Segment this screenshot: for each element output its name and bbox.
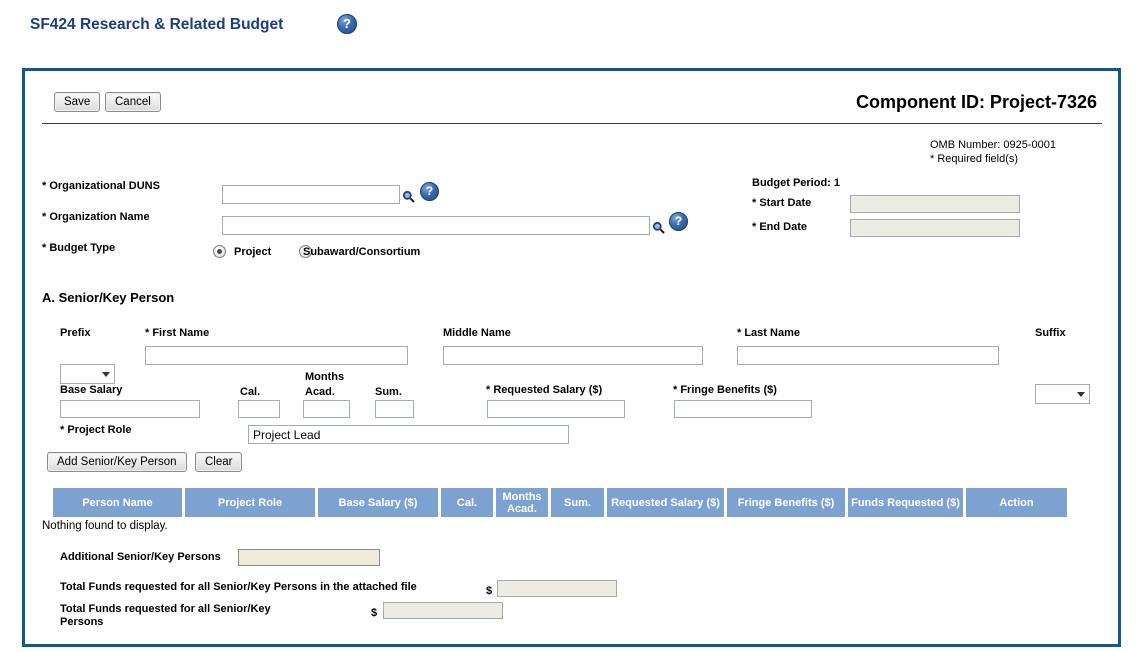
budget-type-radio-project[interactable] (213, 245, 226, 258)
end-date-label: * End Date (752, 221, 808, 233)
months-label: Months (305, 371, 345, 383)
acad-months-input[interactable] (303, 400, 350, 418)
chevron-down-icon (102, 372, 110, 377)
attached-total-currency: $ (486, 585, 493, 597)
start-date-input (850, 195, 1020, 213)
column-header[interactable]: Project Role (185, 488, 315, 517)
duns-search-icon[interactable] (402, 190, 416, 209)
org-name-label: * Organization Name (42, 211, 150, 223)
chevron-down-icon (1077, 392, 1085, 397)
empty-table-message: Nothing found to display. (42, 520, 168, 532)
component-id: Component ID: Project-7326 (855, 92, 1097, 112)
budget-type-option-project[interactable]: Project (234, 246, 272, 258)
suffix-label: Suffix (1035, 327, 1066, 339)
project-role-label: * Project Role (60, 424, 132, 436)
add-senior-key-person-button[interactable]: Add Senior/Key Person (47, 452, 187, 472)
fringe-benefits-input[interactable] (674, 400, 812, 418)
last-name-label: * Last Name (737, 327, 800, 339)
column-header[interactable]: Requested Salary ($) (607, 488, 724, 517)
duns-help-icon[interactable]: ? (420, 182, 439, 201)
requested-salary-input[interactable] (487, 400, 625, 418)
prefix-select[interactable] (60, 364, 115, 384)
cal-months-input[interactable] (238, 400, 280, 418)
overall-total-currency: $ (371, 607, 378, 619)
page-title: SF424 Research & Related Budget (30, 16, 284, 33)
column-header[interactable]: Sum. (551, 488, 604, 517)
budget-type-option-subaward[interactable]: Subaward/Consortium (303, 246, 421, 258)
budget-type-label: * Budget Type (42, 242, 116, 254)
org-name-input[interactable] (222, 216, 650, 235)
first-name-label: * First Name (145, 327, 210, 339)
end-date-input (850, 219, 1020, 237)
overall-total-input (383, 602, 503, 619)
org-duns-input[interactable] (222, 185, 400, 204)
project-role-input[interactable] (248, 425, 569, 444)
section-a-heading: A. Senior/Key Person (42, 290, 175, 305)
middle-name-input[interactable] (443, 346, 703, 365)
save-button[interactable]: Save (54, 92, 101, 112)
column-header[interactable]: Months Acad. (496, 488, 548, 517)
fringe-benefits-label: * Fringe Benefits ($) (673, 384, 777, 396)
column-header[interactable]: Funds Requested ($) (848, 488, 963, 517)
clear-button[interactable]: Clear (195, 452, 243, 472)
column-header[interactable]: Base Salary ($) (318, 488, 438, 517)
org-name-search-icon[interactable] (652, 221, 666, 240)
first-name-input[interactable] (145, 346, 408, 365)
additional-persons-attachment-field[interactable] (238, 549, 380, 566)
middle-name-label: Middle Name (443, 327, 511, 339)
org-duns-label: * Organizational DUNS (42, 180, 160, 192)
attached-total-input (497, 580, 617, 597)
header-divider (42, 123, 1102, 124)
column-header[interactable]: Cal. (441, 488, 493, 517)
additional-persons-label: Additional Senior/Key Persons (60, 551, 221, 563)
sum-months-input[interactable] (375, 400, 414, 418)
acad-label: Acad. (305, 386, 335, 398)
sum-label: Sum. (375, 386, 402, 398)
base-salary-input[interactable] (60, 400, 200, 418)
suffix-select[interactable] (1035, 384, 1090, 404)
column-header[interactable]: Person Name (53, 488, 182, 517)
base-salary-label: Base Salary (60, 384, 123, 396)
column-header[interactable]: Action (966, 488, 1067, 517)
overall-total-label: Total Funds requested for all Senior/Key… (60, 603, 271, 628)
requested-salary-label: * Requested Salary ($) (486, 384, 603, 396)
column-header[interactable]: Fringe Benefits ($) (727, 488, 845, 517)
omb-number: OMB Number: 0925-0001 (930, 139, 1056, 151)
budget-type-radio-subaward[interactable] (299, 245, 313, 258)
results-table-header: Person Name Project Role Base Salary ($) Ca… (53, 488, 1067, 517)
required-note: * Required field(s) (930, 153, 1019, 165)
cal-label: Cal. (240, 386, 261, 398)
start-date-label: * Start Date (752, 197, 812, 209)
page-help-icon[interactable]: ? (337, 14, 357, 34)
cancel-button[interactable]: Cancel (105, 92, 161, 112)
org-name-help-icon[interactable]: ? (669, 212, 688, 231)
prefix-label: Prefix (60, 327, 91, 339)
attached-total-label: Total Funds requested for all Senior/Key… (60, 581, 417, 593)
last-name-input[interactable] (737, 346, 999, 365)
budget-period-label: Budget Period: 1 (752, 177, 841, 189)
